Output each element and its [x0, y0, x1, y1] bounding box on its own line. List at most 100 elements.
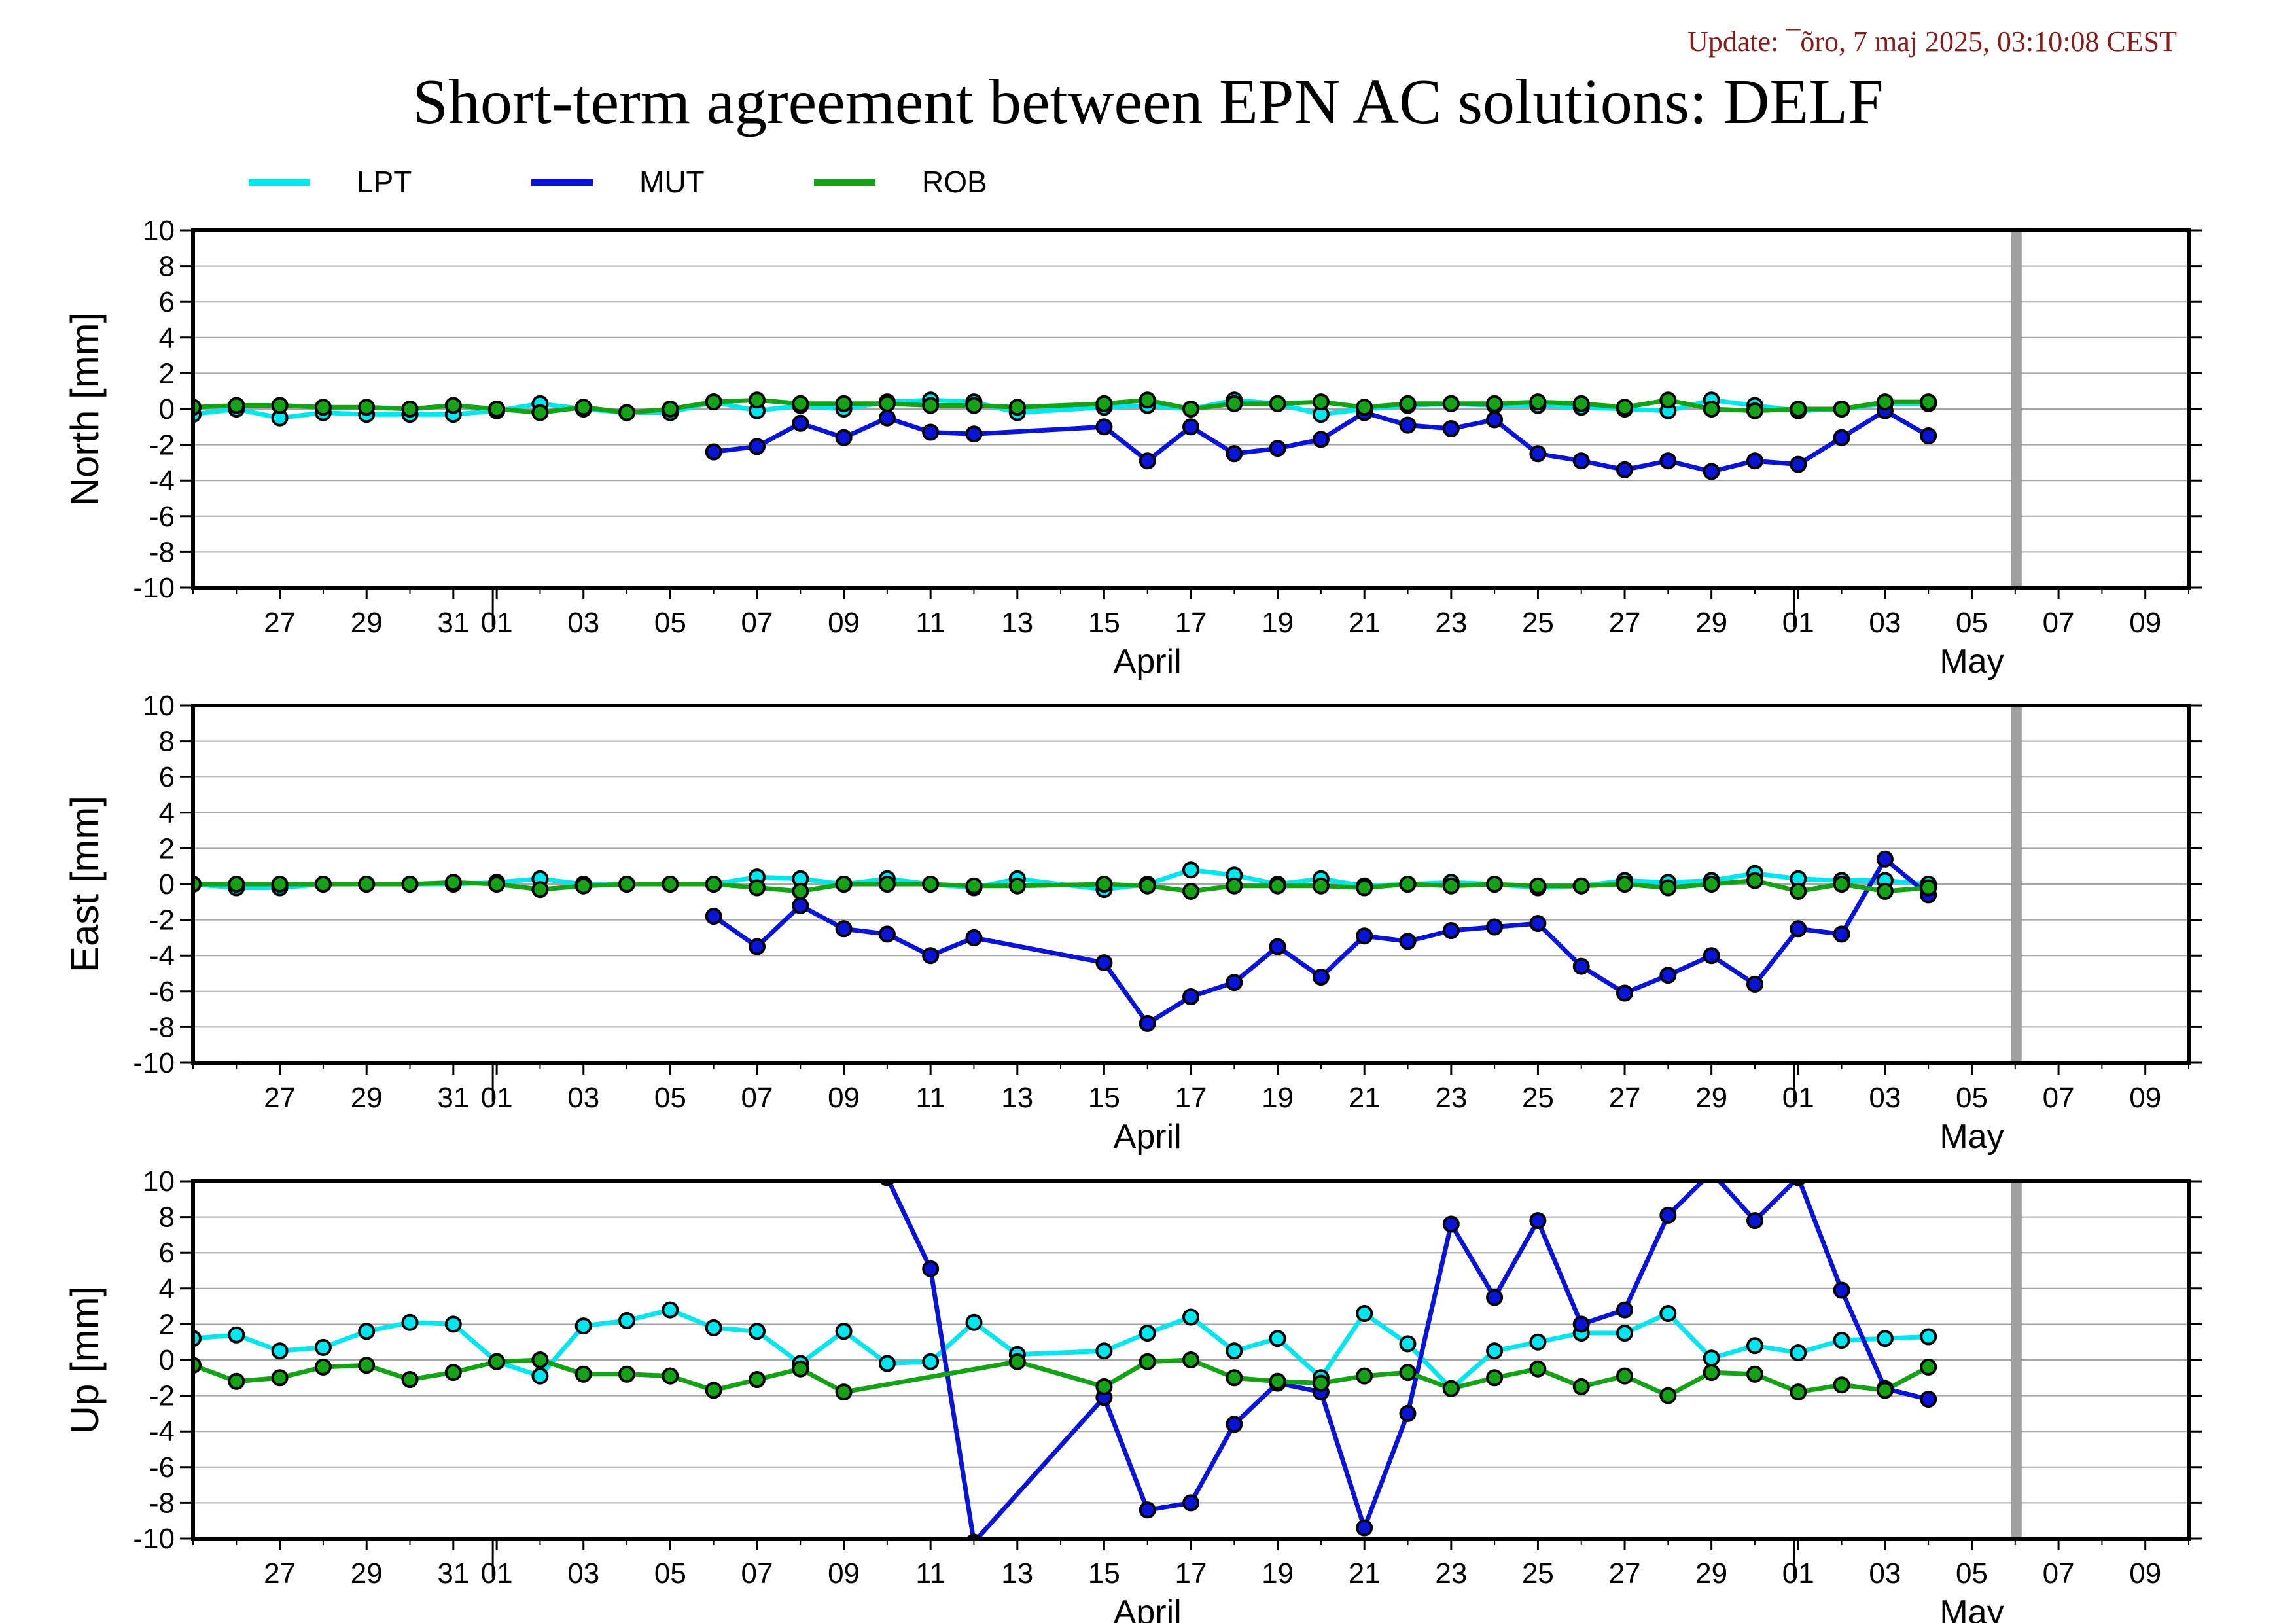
now-marker [2011, 230, 2022, 588]
x-tick-label: 29 [351, 1082, 383, 1114]
data-point-mut [1833, 925, 1850, 943]
data-point-rob [1356, 399, 1373, 416]
data-point-mut [705, 443, 722, 461]
data-point-mut [1095, 954, 1113, 972]
data-point-rob [228, 1372, 245, 1390]
data-point-rob [1833, 876, 1850, 893]
y-tick-label: 2 [159, 357, 175, 389]
x-tick-label: 07 [2043, 607, 2075, 639]
data-point-mut [835, 920, 853, 938]
series-line-rob [193, 878, 1929, 894]
y-tick-label: 4 [159, 1273, 175, 1305]
data-point-mut [1704, 1165, 1719, 1179]
data-point-rob [618, 404, 635, 421]
data-point-rob [271, 876, 289, 893]
data-point-mut [1746, 452, 1763, 470]
data-point-lpt [1139, 1325, 1156, 1342]
data-point-mut [1182, 988, 1199, 1005]
data-point-rob [749, 1371, 766, 1388]
y-tick-label: -10 [133, 1047, 175, 1079]
data-point-rob [705, 1382, 722, 1399]
data-point-rob [1703, 1364, 1720, 1382]
data-point-lpt [1182, 861, 1199, 879]
data-point-rob [358, 876, 376, 893]
data-point-rob [1095, 1378, 1113, 1395]
data-point-mut [1356, 1519, 1373, 1537]
x-tick-label: 07 [741, 1082, 773, 1114]
legend-item-mut: MUT [531, 162, 767, 202]
y-tick-label: -8 [149, 1011, 175, 1043]
y-tick-label: -6 [149, 501, 175, 533]
data-point-rob [314, 399, 332, 416]
x-tick-label: 19 [1262, 607, 1294, 639]
x-tick-label: 13 [1001, 1558, 1033, 1590]
series-line-lpt [193, 397, 1929, 421]
month-label: April [1114, 1594, 1182, 1623]
x-tick-label: 15 [1088, 607, 1120, 639]
data-point-rob [401, 1371, 419, 1388]
data-point-rob [878, 395, 896, 412]
data-point-lpt [1703, 1349, 1720, 1367]
x-tick-label: 27 [264, 607, 296, 639]
data-point-mut [1529, 445, 1547, 463]
x-tick-label: 15 [1088, 1558, 1120, 1590]
data-point-rob [1833, 1376, 1850, 1394]
data-point-rob [965, 877, 983, 895]
data-point-rob [358, 399, 376, 416]
series-line-lpt [193, 1308, 1929, 1391]
data-point-rob [1442, 877, 1460, 895]
y-tick-label: -4 [149, 1416, 175, 1448]
data-point-rob [488, 1353, 506, 1370]
legend-swatch-rob [814, 179, 875, 186]
data-point-rob [618, 876, 635, 893]
legend-swatch-lpt [249, 179, 310, 186]
data-point-lpt [1182, 1308, 1199, 1326]
y-axis-label: East [mm] [63, 796, 107, 972]
x-tick-label: 17 [1175, 1558, 1207, 1590]
y-tick-label: -2 [149, 1380, 175, 1412]
series-line-mut [886, 1181, 1930, 1539]
data-point-rob [1833, 401, 1850, 418]
y-tick-label: 10 [143, 215, 175, 247]
y-tick-label: 6 [159, 286, 175, 318]
y-tick-label: 10 [143, 1166, 175, 1198]
x-tick-label: 23 [1435, 1558, 1467, 1590]
data-point-rob [1226, 395, 1243, 412]
data-point-rob [1920, 879, 1937, 897]
x-tick-label: 29 [351, 1558, 383, 1590]
series-line-rob [193, 397, 1929, 415]
legend-label-lpt: LPT [357, 165, 412, 199]
legend-item-lpt: LPT [249, 162, 484, 202]
data-point-rob [1746, 1365, 1763, 1383]
data-point-mut [1572, 957, 1590, 975]
data-point-rob [358, 1357, 376, 1374]
data-point-rob [531, 1351, 549, 1368]
data-point-rob [488, 876, 506, 893]
data-point-mut [1226, 1416, 1243, 1433]
y-tick-label: 2 [159, 832, 175, 865]
x-tick-label: 05 [1956, 1558, 1988, 1590]
data-point-rob [1356, 1367, 1373, 1385]
update-timestamp: Update: ¯õro, 7 maj 2025, 03:10:08 CEST [1687, 26, 2177, 58]
data-point-lpt [228, 1326, 245, 1344]
x-tick-label: 25 [1522, 607, 1554, 639]
x-tick-label: 09 [828, 1082, 860, 1114]
panel-up: 10 86 42 0 -2 -4 -6-8 -10 27 29 31 01 03 05 07 09 11 13 15… [63, 1165, 2202, 1623]
x-tick-label: 05 [654, 607, 686, 639]
data-point-mut [835, 429, 853, 446]
y-tick-label: 8 [159, 251, 175, 283]
data-point-lpt [1486, 1342, 1504, 1360]
data-point-rob [1008, 399, 1026, 416]
data-point-rob [228, 876, 245, 893]
data-point-lpt [1833, 1332, 1850, 1349]
plot-frame [191, 704, 2191, 1065]
x-tick-label: 31 [437, 607, 469, 639]
x-tick-label: 01 [481, 607, 513, 639]
data-point-rob [1572, 877, 1590, 895]
data-point-rob [705, 393, 722, 411]
data-point-lpt [1226, 1342, 1243, 1360]
x-tick-label: 13 [1001, 1082, 1033, 1114]
x-tick-label: 03 [1869, 1558, 1901, 1590]
y-tick-label: 8 [159, 1202, 175, 1234]
legend-label-mut: MUT [639, 165, 705, 199]
